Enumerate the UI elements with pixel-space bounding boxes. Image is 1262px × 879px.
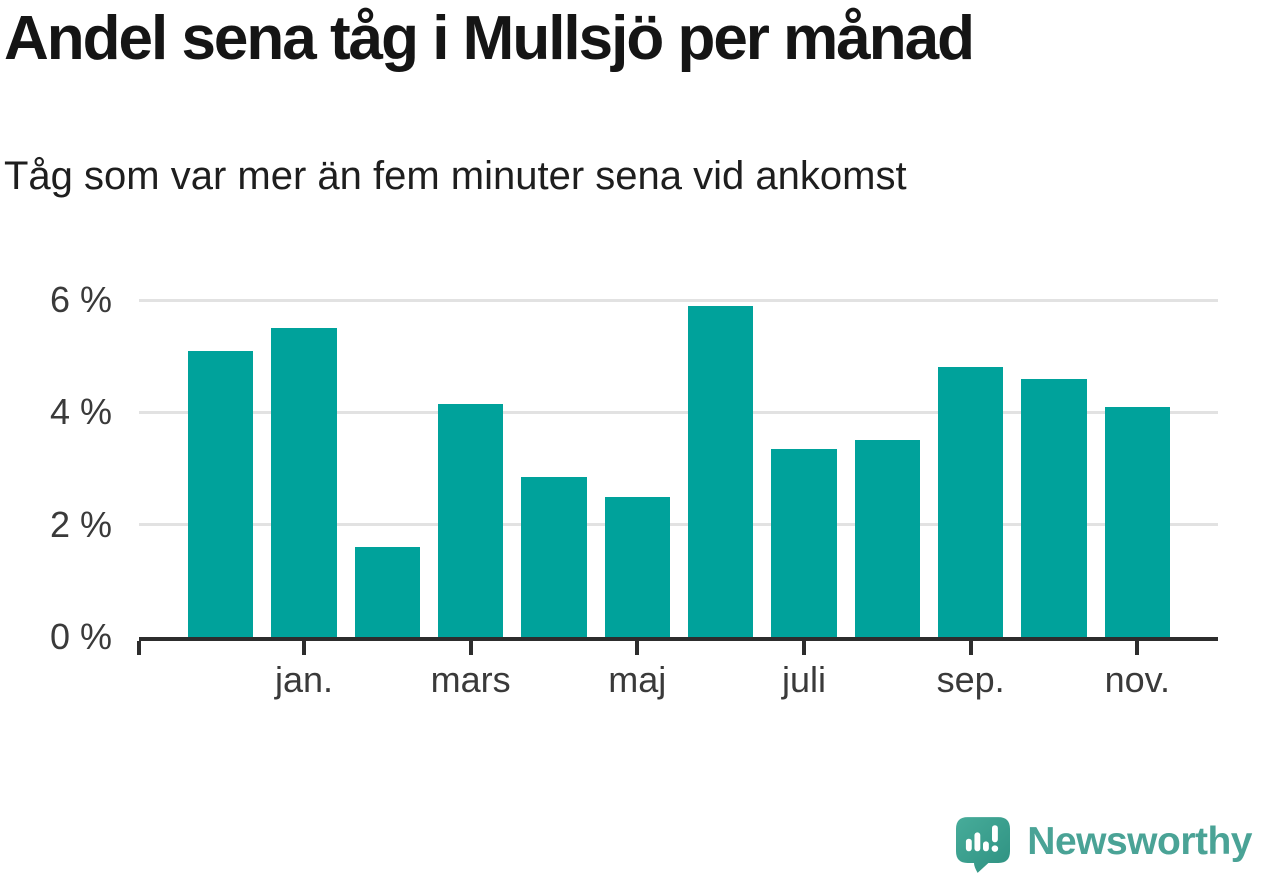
newsworthy-logo: Newsworthy: [956, 817, 1252, 873]
gridline-4: [139, 410, 1218, 414]
bar-sep.: sep.: [937, 367, 1005, 700]
newsworthy-wordmark: Newsworthy: [1027, 819, 1252, 863]
y-axis-label: 0 %: [49, 616, 112, 657]
x-tick-label: mars: [430, 659, 511, 700]
bar-feb.: [354, 547, 420, 637]
x-tick-label: maj: [608, 659, 667, 700]
x-tick: [301, 641, 306, 655]
bars-row: jan. mars maj juli sep. nov.: [139, 300, 1218, 700]
chart-title: Andel sena tåg i Mullsjö per månad: [4, 4, 975, 73]
x-tick: [968, 641, 973, 655]
y-axis-label: 6 %: [49, 279, 112, 320]
bar-jan.: jan.: [271, 328, 337, 700]
x-tick-label: nov.: [1104, 659, 1170, 700]
bar-dec.: [188, 351, 254, 637]
chart-subtitle: Tåg som var mer än fem minuter sena vid …: [4, 154, 907, 198]
bar-okt.: [1021, 379, 1087, 637]
bar-aug.: [854, 440, 920, 637]
bar-maj: maj: [604, 497, 670, 700]
x-tick-label: jan.: [274, 659, 334, 700]
gridline-6: [139, 298, 1218, 302]
x-tick-label: juli: [781, 659, 826, 700]
x-tick: [635, 641, 640, 655]
bar-juli: juli: [771, 449, 837, 700]
x-tick: [1135, 641, 1140, 655]
gridline-2: [139, 523, 1218, 527]
y-axis-label: 4 %: [49, 391, 112, 433]
x-tick: [468, 641, 473, 655]
bar-nov.: nov.: [1105, 407, 1170, 700]
bar-mars: mars: [431, 404, 511, 700]
newsworthy-logo-icon: [956, 817, 1011, 873]
x-axis-origin-tick: [137, 641, 141, 655]
plot-area: jan. mars maj juli sep. nov.: [137, 298, 1218, 700]
bar-april: [521, 477, 587, 637]
x-tick: [801, 641, 806, 655]
bar-juni: [687, 306, 754, 637]
x-tick-label: sep.: [936, 659, 1005, 700]
y-axis-label: 2 %: [49, 503, 112, 545]
